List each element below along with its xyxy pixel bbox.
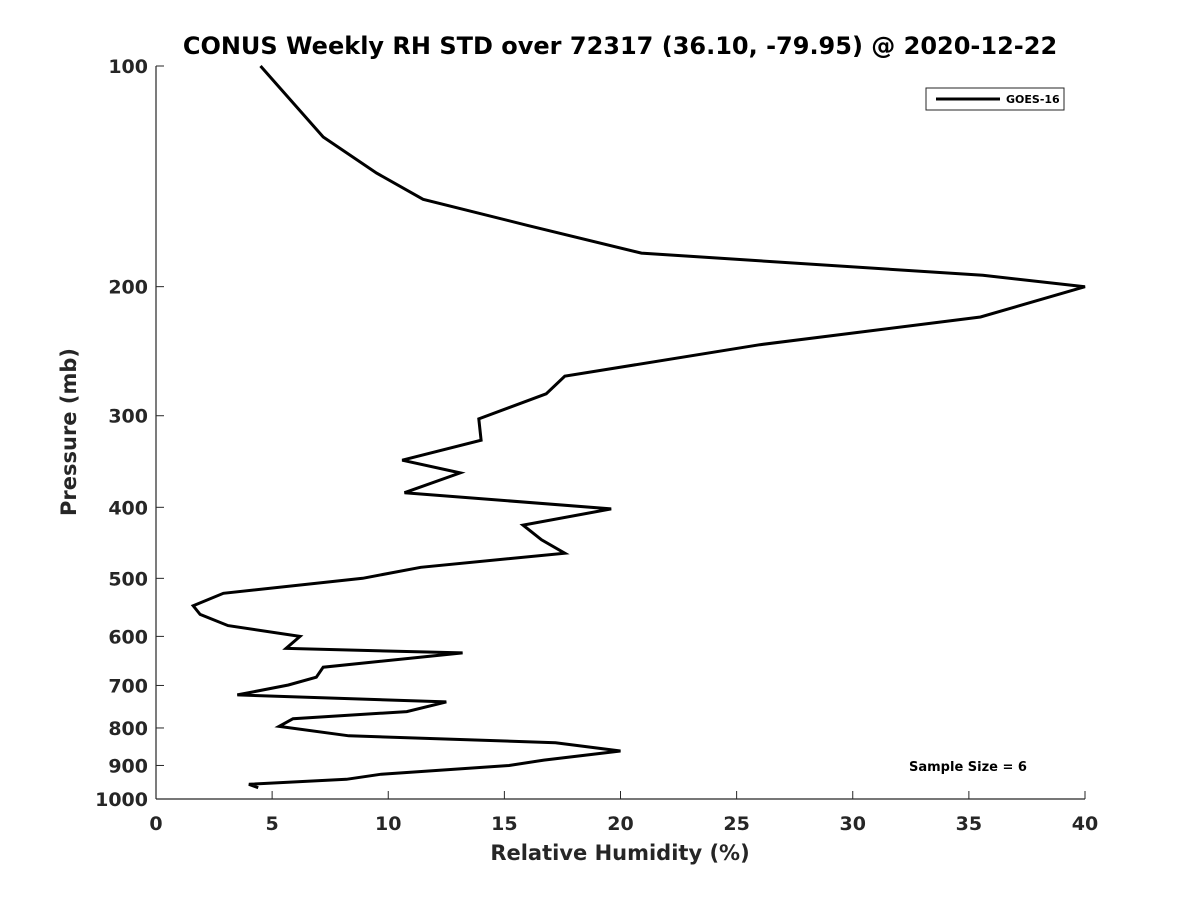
y-tick-label: 300 <box>108 406 148 428</box>
y-tick-label: 200 <box>108 277 148 299</box>
chart-title: CONUS Weekly RH STD over 72317 (36.10, -… <box>183 32 1057 60</box>
sample-size-annotation: Sample Size = 6 <box>909 760 1027 775</box>
x-tick-label: 40 <box>1072 813 1098 835</box>
y-tick-label: 600 <box>108 626 148 648</box>
series-layer <box>190 65 1086 790</box>
legend: GOES-16 <box>925 87 1065 111</box>
x-tick-label: 35 <box>956 813 982 835</box>
legend-label: GOES-16 <box>1006 93 1060 106</box>
x-tick-label: 25 <box>723 813 749 835</box>
series-line-goes-16 <box>190 65 1086 790</box>
x-tick-label: 30 <box>840 813 866 835</box>
x-tick-label: 20 <box>607 813 633 835</box>
x-tick-label: 5 <box>266 813 279 835</box>
x-tick-label: 10 <box>375 813 401 835</box>
x-tick-label: 15 <box>491 813 517 835</box>
y-tick-label: 700 <box>108 675 148 697</box>
y-tick-label: 900 <box>108 755 148 777</box>
y-ticks: 100 200 300 400 500 600 700 800 900 1000 <box>95 56 164 811</box>
y-tick-label: 100 <box>108 56 148 78</box>
x-ticks: 0 5 10 15 20 25 30 35 40 <box>149 791 1098 835</box>
y-tick-label: 800 <box>108 718 148 740</box>
x-axis-label: Relative Humidity (%) <box>490 841 749 865</box>
x-tick-label: 0 <box>149 813 162 835</box>
y-axis-label: Pressure (mb) <box>57 348 81 516</box>
y-tick-label: 400 <box>108 497 148 519</box>
y-tick-label: 1000 <box>95 789 148 811</box>
y-tick-label: 500 <box>108 568 148 590</box>
axes <box>155 66 1085 800</box>
